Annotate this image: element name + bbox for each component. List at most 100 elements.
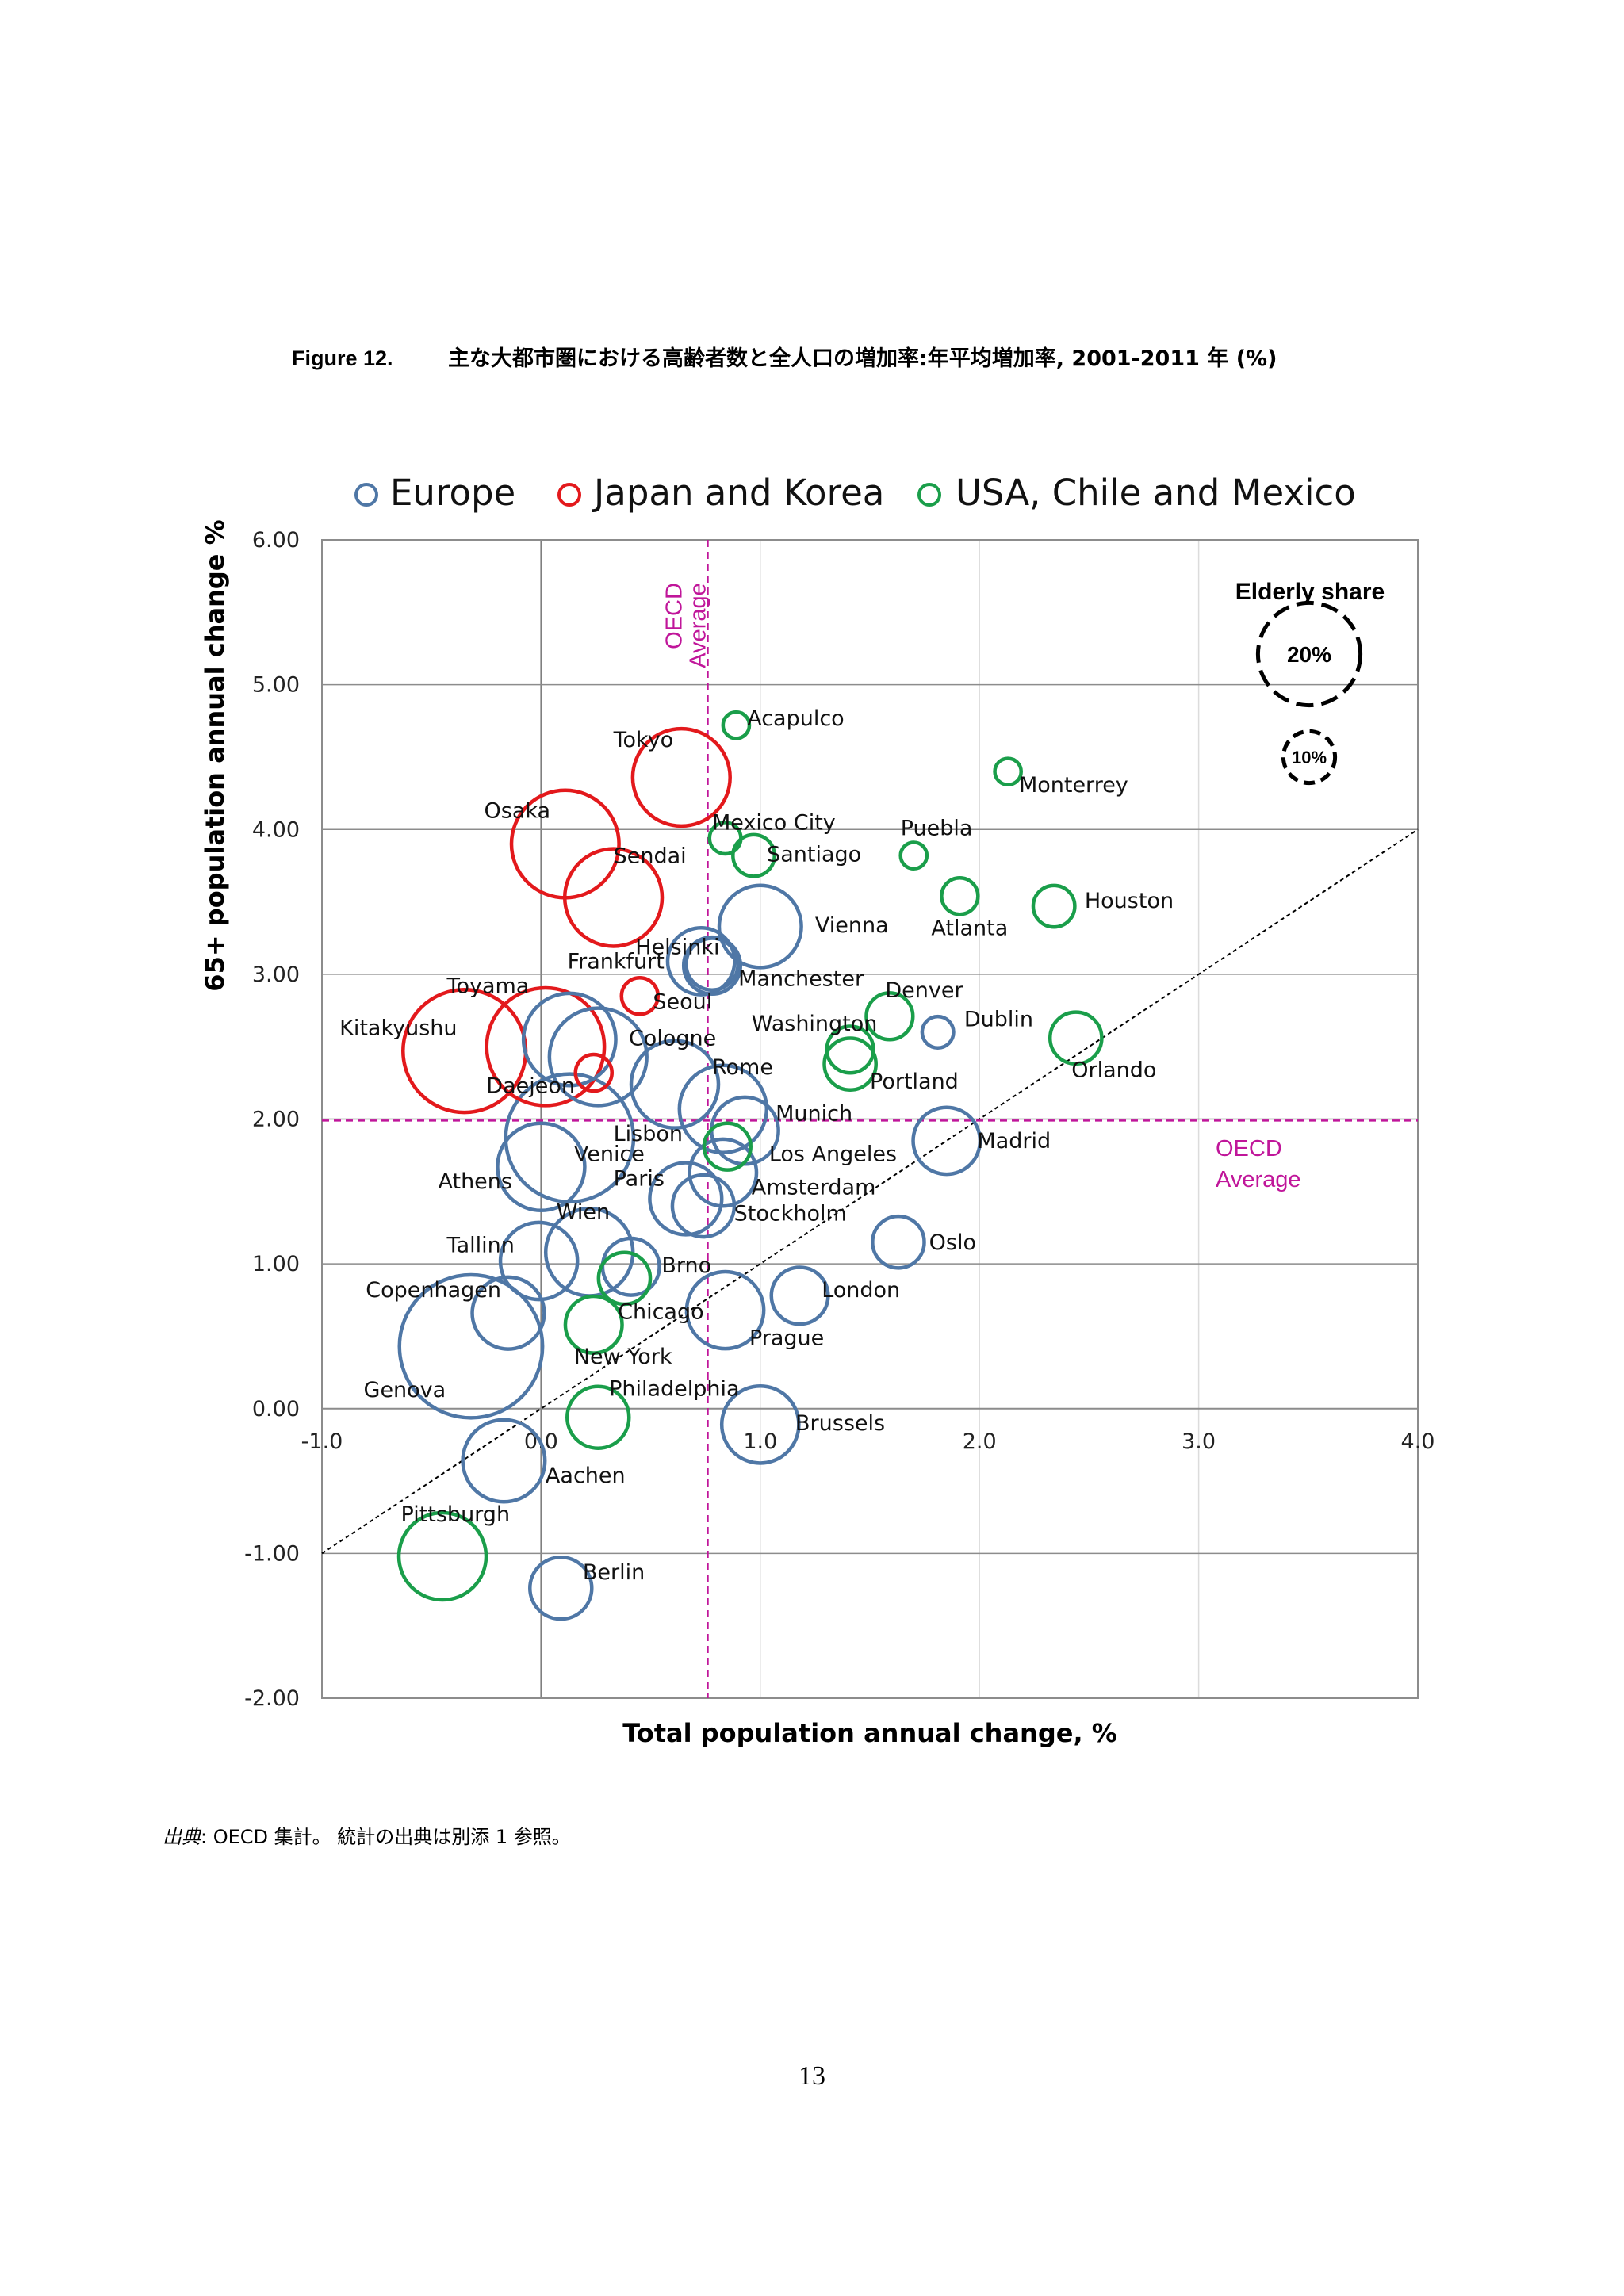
bubble-atlanta <box>940 876 980 916</box>
bubble-denver <box>864 991 915 1042</box>
legend-marker-europe <box>354 483 378 507</box>
figure-title: 主な大都市圏における高齢者数と全人口の増加率:年平均増加率, 2001-2011… <box>447 346 1277 371</box>
bubble-helsinki <box>665 925 737 997</box>
y-tick-label: 1.00 <box>252 1252 300 1276</box>
point-label-chicago: Chicago <box>618 1300 704 1325</box>
bubble-philadelphia <box>565 1384 631 1450</box>
bubble-pittsburgh <box>396 1510 488 1602</box>
point-label-aachen: Aachen <box>546 1464 626 1488</box>
bubble-vienna <box>717 883 803 970</box>
y-axis-title: 65+ population annual change % <box>200 519 230 991</box>
bubble-layer <box>396 710 1104 1621</box>
bubble-cologne <box>521 991 618 1088</box>
bubble-stockholm <box>670 1173 737 1239</box>
point-label-los-angeles: Los Angeles <box>769 1142 897 1166</box>
legend-label-usa-chile-mexico: USA, Chile and Mexico <box>956 472 1356 514</box>
point-label-portland: Portland <box>870 1070 959 1094</box>
point-label-philadelphia: Philadelphia <box>609 1376 740 1401</box>
point-label-monterrey: Monterrey <box>1019 773 1128 798</box>
point-label-atlanta: Atlanta <box>931 916 1008 941</box>
x-tick-label: 2.0 <box>963 1429 997 1454</box>
plot-frame <box>321 539 1419 1699</box>
bubble-frankfurt <box>684 936 740 992</box>
point-label-helsinki: Helsinki <box>635 935 719 959</box>
bubble-los-angeles <box>702 1121 753 1172</box>
y-tick-label: -1.00 <box>244 1541 300 1566</box>
bubble-amsterdam <box>688 1137 759 1208</box>
point-label-seoul: Seoul <box>653 990 712 1015</box>
point-label-cologne: Cologne <box>629 1026 716 1050</box>
bubble-lisbon <box>629 1039 721 1130</box>
x-tick-label: 4.0 <box>1401 1429 1435 1454</box>
axis-layer: -1.0 0.0 1.0 2.0 3.0 4.0-2.00-1.000.001.002.0… <box>200 519 1434 1748</box>
oecd-average-vertical-label-line1: OECD <box>661 583 687 649</box>
point-label-washington: Washington <box>752 1012 878 1036</box>
y-tick-label: 4.00 <box>252 817 300 842</box>
label-layer: Acapulco Tokyo Monterrey Osaka Mexico City Se… <box>339 706 1174 1585</box>
bubble-puebla <box>898 840 929 871</box>
x-tick-label: 1.0 <box>743 1429 777 1454</box>
point-label-lisbon: Lisbon <box>614 1122 683 1146</box>
point-label-acapulco: Acapulco <box>747 706 845 731</box>
point-label-brno: Brno <box>661 1253 711 1278</box>
bubble-tallinn <box>498 1220 580 1302</box>
bubble-seoul <box>619 976 661 1016</box>
grid-layer <box>321 539 1419 1699</box>
bubble-dublin <box>920 1014 956 1050</box>
bubble-tokyo <box>630 726 732 828</box>
point-label-venice: Venice <box>574 1142 645 1166</box>
bubble-portland <box>822 1036 878 1092</box>
point-label-sendai: Sendai <box>614 844 687 868</box>
point-label-copenhagen: Copenhagen <box>366 1278 501 1303</box>
point-label-prague: Prague <box>749 1326 824 1350</box>
figure-number: Figure 12. <box>292 346 393 370</box>
point-label-santiago: Santiago <box>767 842 861 867</box>
legend-label-japan-korea: Japan and Korea <box>592 472 884 514</box>
point-label-denver: Denver <box>885 978 963 1003</box>
legend-label-europe: Europe <box>390 472 515 514</box>
size-legend-label-20: 20% <box>1287 642 1331 667</box>
bubble-acapulco <box>721 710 752 740</box>
point-label-wien: Wien <box>557 1200 610 1225</box>
bubble-paris <box>648 1161 724 1237</box>
point-label-athens: Athens <box>438 1169 512 1194</box>
oecd-average-vertical-label-line2: Average <box>685 583 710 668</box>
point-label-osaka: Osaka <box>485 799 551 824</box>
size-legend-circle-10 <box>1281 729 1338 786</box>
y-tick-label: 2.00 <box>252 1108 300 1132</box>
point-label-dublin: Dublin <box>964 1008 1033 1032</box>
bubble-santiago <box>731 832 776 878</box>
point-label-brussels: Brussels <box>795 1411 885 1436</box>
point-label-amsterdam: Amsterdam <box>752 1175 876 1200</box>
point-label-stockholm: Stockholm <box>734 1201 847 1226</box>
bubble-new-york <box>563 1294 624 1355</box>
figure-caption: Figure 12. 主な大都市圏における高齢者数と全人口の増加率:年平均増加率… <box>292 341 1277 372</box>
bubble-prague <box>684 1269 766 1351</box>
bubble-copenhagen <box>470 1275 546 1351</box>
legend-marker-usa-chile-mexico <box>917 483 941 507</box>
size-legend-title: Elderly share <box>1235 579 1385 605</box>
point-label-kitakyushu: Kitakyushu <box>339 1016 457 1041</box>
point-label-london: London <box>822 1278 900 1303</box>
point-label-daejeon: Daejeon <box>486 1074 575 1099</box>
point-label-munich: Munich <box>776 1101 852 1126</box>
oecd-average-horizontal-label-line1: OECD <box>1216 1136 1282 1161</box>
bubble-houston <box>1031 883 1077 929</box>
bubble-london <box>769 1265 830 1326</box>
point-label-genova: Genova <box>364 1378 446 1402</box>
legend-layer: Europe Japan and Korea USA, Chile and Mexi… <box>354 472 1385 786</box>
page-number: 13 <box>799 2061 825 2091</box>
source-text: : OECD 集計。 統計の出典は別添 1 参照。 <box>201 1826 571 1848</box>
bubble-genova <box>397 1272 545 1420</box>
x-tick-label: -1.0 <box>301 1429 343 1454</box>
y-tick-label: 0.00 <box>252 1397 300 1422</box>
bubble-madrid <box>911 1105 982 1177</box>
point-label-frankfurt: Frankfurt <box>568 950 665 974</box>
point-label-orlando: Orlando <box>1071 1058 1156 1083</box>
bubble-oslo <box>871 1214 926 1270</box>
bubble-athens <box>496 1121 587 1213</box>
y-tick-label: 6.00 <box>252 528 300 553</box>
legend-marker-japan-korea <box>557 483 581 507</box>
point-label-manchester: Manchester <box>738 966 864 991</box>
